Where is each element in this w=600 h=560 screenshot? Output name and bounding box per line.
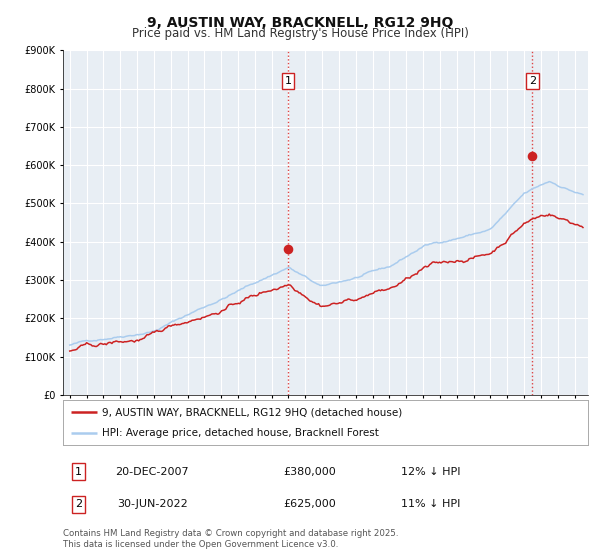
Text: Price paid vs. HM Land Registry's House Price Index (HPI): Price paid vs. HM Land Registry's House … [131,27,469,40]
Text: Contains HM Land Registry data © Crown copyright and database right 2025.
This d: Contains HM Land Registry data © Crown c… [63,529,398,549]
Point [283,245,293,254]
Text: 20-DEC-2007: 20-DEC-2007 [115,466,189,477]
Text: 2: 2 [529,76,536,86]
Text: HPI: Average price, detached house, Bracknell Forest: HPI: Average price, detached house, Brac… [103,428,379,438]
Text: 9, AUSTIN WAY, BRACKNELL, RG12 9HQ (detached house): 9, AUSTIN WAY, BRACKNELL, RG12 9HQ (deta… [103,408,403,418]
Point [527,151,537,160]
Text: 30-JUN-2022: 30-JUN-2022 [117,500,188,510]
Text: 2: 2 [75,500,82,510]
Text: £380,000: £380,000 [283,466,336,477]
Text: 9, AUSTIN WAY, BRACKNELL, RG12 9HQ: 9, AUSTIN WAY, BRACKNELL, RG12 9HQ [147,16,453,30]
Text: 11% ↓ HPI: 11% ↓ HPI [401,500,460,510]
Text: 1: 1 [284,76,292,86]
Text: 1: 1 [75,466,82,477]
Text: 12% ↓ HPI: 12% ↓ HPI [401,466,460,477]
Text: £625,000: £625,000 [283,500,336,510]
